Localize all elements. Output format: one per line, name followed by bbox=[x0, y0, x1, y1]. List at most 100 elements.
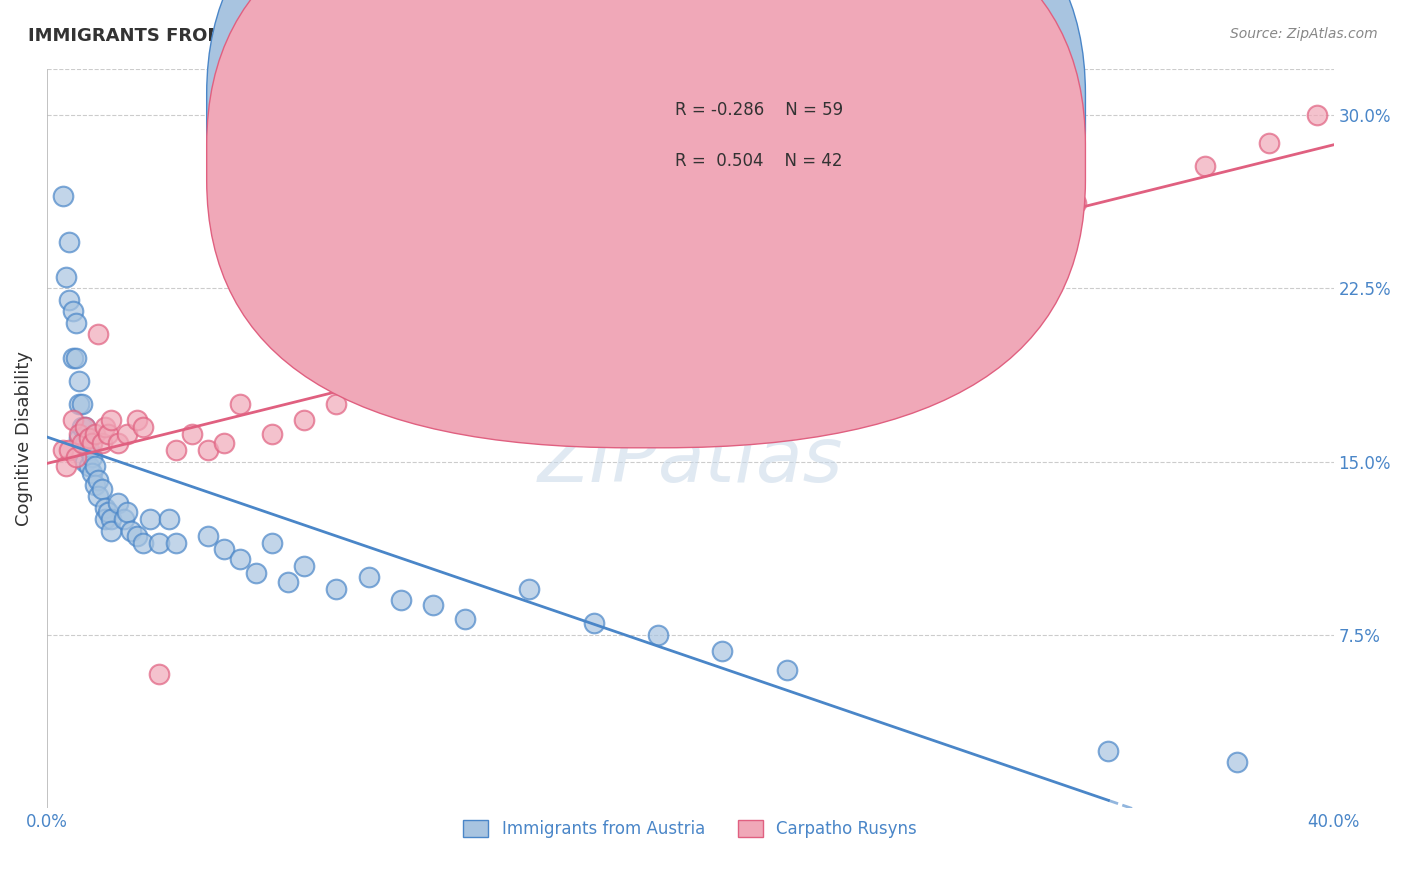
Point bbox=[550, 343, 572, 358]
Point bbox=[117, 506, 139, 520]
Text: R =  0.504    N = 42: R = 0.504 N = 42 bbox=[675, 152, 842, 169]
Point bbox=[519, 582, 541, 596]
Point bbox=[112, 512, 135, 526]
Point bbox=[80, 450, 103, 464]
Text: IMMIGRANTS FROM AUSTRIA VS CARPATHO RUSYN COGNITIVE DISABILITY CORRELATION CHART: IMMIGRANTS FROM AUSTRIA VS CARPATHO RUSY… bbox=[28, 27, 998, 45]
Point bbox=[357, 570, 380, 584]
Point bbox=[165, 443, 187, 458]
Point bbox=[62, 304, 84, 318]
Point bbox=[58, 443, 80, 458]
Point bbox=[62, 413, 84, 427]
Point bbox=[839, 265, 862, 279]
Point bbox=[77, 443, 100, 458]
Point bbox=[94, 420, 117, 434]
Point bbox=[1064, 195, 1087, 210]
Point bbox=[157, 512, 180, 526]
Point bbox=[1097, 744, 1119, 758]
Point bbox=[1194, 159, 1216, 173]
Point bbox=[67, 397, 90, 411]
Point bbox=[84, 477, 107, 491]
Point bbox=[260, 535, 283, 549]
Point bbox=[52, 443, 75, 458]
Point bbox=[229, 397, 252, 411]
Point bbox=[94, 512, 117, 526]
Point bbox=[357, 381, 380, 395]
Point bbox=[100, 512, 122, 526]
Point bbox=[55, 459, 77, 474]
Point bbox=[80, 436, 103, 450]
Point bbox=[87, 473, 110, 487]
Point bbox=[107, 436, 129, 450]
Point bbox=[62, 351, 84, 365]
Point bbox=[711, 644, 734, 658]
Point bbox=[90, 483, 112, 497]
Point bbox=[212, 436, 235, 450]
Legend: Immigrants from Austria, Carpatho Rusyns: Immigrants from Austria, Carpatho Rusyns bbox=[457, 813, 924, 845]
Point bbox=[75, 420, 97, 434]
Point bbox=[936, 235, 959, 249]
Point bbox=[67, 426, 90, 441]
Point bbox=[776, 663, 799, 677]
Point bbox=[1306, 108, 1329, 122]
Point bbox=[148, 667, 170, 681]
Point bbox=[486, 358, 509, 372]
Point bbox=[97, 506, 120, 520]
Point bbox=[52, 188, 75, 202]
Point bbox=[325, 582, 347, 596]
Point bbox=[75, 436, 97, 450]
Point bbox=[67, 374, 90, 388]
Point bbox=[180, 426, 202, 441]
Point bbox=[80, 466, 103, 480]
Point bbox=[325, 397, 347, 411]
Point bbox=[72, 397, 94, 411]
Point bbox=[422, 367, 444, 381]
Point bbox=[75, 420, 97, 434]
Point bbox=[647, 628, 669, 642]
Point bbox=[58, 293, 80, 307]
Point bbox=[94, 500, 117, 515]
Point bbox=[84, 426, 107, 441]
Point bbox=[422, 598, 444, 612]
Point bbox=[292, 413, 315, 427]
Point bbox=[245, 566, 267, 580]
Point bbox=[100, 524, 122, 538]
Point bbox=[125, 413, 148, 427]
Point bbox=[292, 558, 315, 573]
Point bbox=[65, 450, 87, 464]
Point bbox=[100, 413, 122, 427]
Point bbox=[139, 512, 162, 526]
Point bbox=[260, 426, 283, 441]
Point bbox=[77, 432, 100, 446]
Point bbox=[1258, 136, 1281, 150]
Point bbox=[614, 327, 637, 342]
Point bbox=[229, 551, 252, 566]
Point bbox=[454, 612, 477, 626]
Point bbox=[55, 269, 77, 284]
Point bbox=[125, 528, 148, 542]
Point bbox=[212, 542, 235, 557]
Text: Source: ZipAtlas.com: Source: ZipAtlas.com bbox=[1230, 27, 1378, 41]
Point bbox=[120, 524, 142, 538]
Point bbox=[165, 535, 187, 549]
Point bbox=[65, 316, 87, 330]
Point bbox=[148, 535, 170, 549]
Point bbox=[197, 443, 219, 458]
Point bbox=[90, 436, 112, 450]
Point bbox=[1226, 755, 1249, 769]
Point bbox=[87, 489, 110, 503]
Point bbox=[679, 311, 702, 326]
Text: ZIPatlas: ZIPatlas bbox=[537, 424, 842, 498]
Text: R = -0.286    N = 59: R = -0.286 N = 59 bbox=[675, 101, 844, 119]
Point bbox=[97, 426, 120, 441]
Point bbox=[744, 297, 766, 311]
Point bbox=[72, 420, 94, 434]
Point bbox=[107, 496, 129, 510]
Point bbox=[389, 593, 412, 607]
Point bbox=[132, 535, 155, 549]
Point bbox=[58, 235, 80, 249]
Point bbox=[117, 426, 139, 441]
Point bbox=[582, 616, 605, 631]
Point bbox=[75, 454, 97, 468]
Point bbox=[132, 420, 155, 434]
Point bbox=[77, 459, 100, 474]
